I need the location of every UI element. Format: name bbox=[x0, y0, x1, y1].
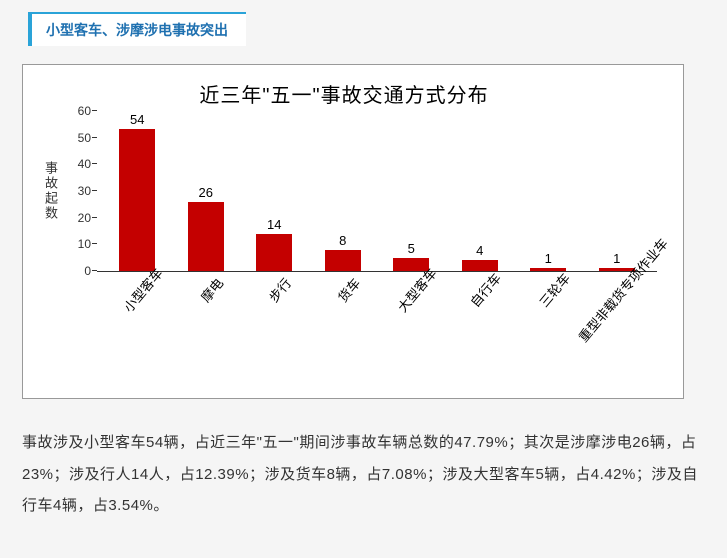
chart-bar bbox=[256, 234, 292, 271]
chart-bar-value-label: 1 bbox=[545, 251, 552, 266]
chart-container: 近三年"五一"事故交通方式分布 事故起数 0102030405060542614… bbox=[22, 64, 684, 399]
chart-bar-value-label: 8 bbox=[339, 233, 346, 248]
chart-bar-value-label: 5 bbox=[408, 241, 415, 256]
chart-y-tick-label: 50 bbox=[78, 131, 97, 145]
chart-y-tick-label: 30 bbox=[78, 184, 97, 198]
chart-bar-slot: 54 bbox=[103, 112, 172, 271]
chart-y-tick-label: 20 bbox=[78, 211, 97, 225]
chart-bar bbox=[325, 250, 361, 271]
chart-bar-slot: 1 bbox=[583, 112, 652, 271]
chart-y-tick-label: 60 bbox=[78, 104, 97, 118]
chart-bar-value-label: 4 bbox=[476, 243, 483, 258]
chart-bar-slot: 4 bbox=[446, 112, 515, 271]
chart-x-labels: 小型客车摩电步行货车大型客车自行车三轮车重型非载货专项作业车 bbox=[97, 272, 657, 387]
chart-y-tick-label: 40 bbox=[78, 157, 97, 171]
chart-y-axis-label: 事故起数 bbox=[41, 161, 60, 221]
chart-bar-slot: 14 bbox=[240, 112, 309, 271]
chart-bar-value-label: 14 bbox=[267, 217, 281, 232]
chart-x-tick-label: 重型非载货专项作业车 bbox=[583, 272, 652, 387]
chart-bar-slot: 5 bbox=[377, 112, 446, 271]
chart-bar-slot: 1 bbox=[514, 112, 583, 271]
chart-bar bbox=[188, 202, 224, 271]
chart-plot-area: 010203040506054261485411 bbox=[97, 112, 657, 272]
chart-x-tick-label: 小型客车 bbox=[103, 272, 172, 387]
chart-bar-value-label: 54 bbox=[130, 112, 144, 127]
section-header: 小型客车、涉摩涉电事故突出 bbox=[28, 12, 246, 46]
chart-y-tick-label: 10 bbox=[78, 237, 97, 251]
chart-bar-slot: 26 bbox=[172, 112, 241, 271]
chart-bar bbox=[119, 129, 155, 271]
chart-bar-value-label: 1 bbox=[613, 251, 620, 266]
chart-bar-slot: 8 bbox=[309, 112, 378, 271]
chart-y-tick-label: 0 bbox=[84, 264, 97, 278]
chart-y-tick-mark bbox=[92, 110, 97, 111]
chart-bars: 54261485411 bbox=[97, 112, 657, 271]
chart-bar-value-label: 26 bbox=[199, 185, 213, 200]
chart-title: 近三年"五一"事故交通方式分布 bbox=[23, 79, 665, 108]
description-paragraph: 事故涉及小型客车54辆，占近三年"五一"期间涉事故车辆总数的47.79%；其次是… bbox=[22, 427, 705, 522]
